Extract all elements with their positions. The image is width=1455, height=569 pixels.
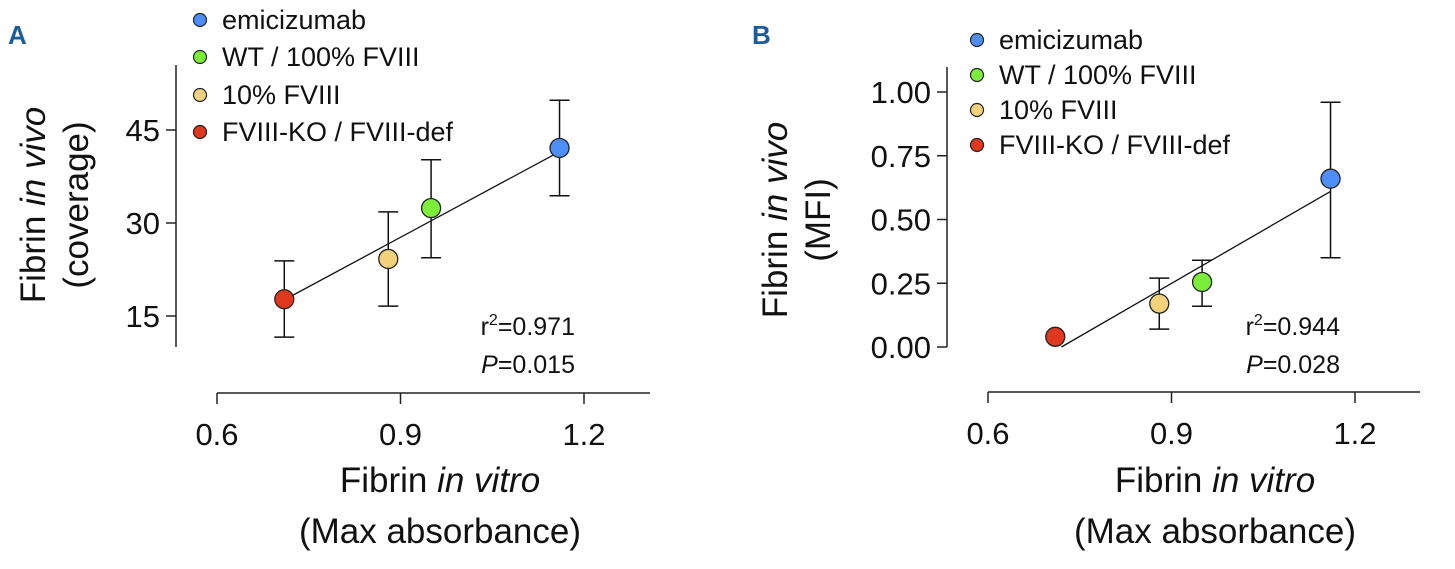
- y-axis-label-italic: in vivo: [14, 107, 53, 206]
- legend-marker: [969, 67, 985, 83]
- data-point: [420, 197, 442, 219]
- r-label: r: [1246, 313, 1254, 341]
- y-axis-label-line2: (coverage): [57, 121, 96, 288]
- data-point: [378, 248, 399, 270]
- x-tick-label: 0.9: [1150, 416, 1193, 451]
- r-label: r: [481, 313, 489, 341]
- fit-line: [283, 151, 560, 301]
- legend-label: 10% FVIII: [999, 95, 1118, 125]
- x-tick-label: 0.9: [379, 417, 422, 452]
- y-axis-label: Fibrin in vivo: [14, 107, 53, 303]
- y-axis-label-text: Fibrin: [756, 221, 795, 318]
- legend-label: WT / 100% FVIII: [222, 42, 420, 72]
- legend-marker: [192, 124, 208, 140]
- y-tick-label: 1.00: [871, 75, 931, 110]
- p-label: P: [481, 351, 498, 379]
- p-value: =0.015: [498, 351, 575, 379]
- legend-label: emicizumab: [999, 25, 1143, 55]
- y-axis-label-line2: (MFI): [799, 178, 838, 262]
- panel-letter: B: [752, 20, 771, 50]
- legend-label: WT / 100% FVIII: [999, 60, 1197, 90]
- y-tick-label: 0.50: [871, 203, 931, 238]
- y-axis-label: Fibrin in vivo: [756, 122, 795, 318]
- legend-label: FVIII-KO / FVIII-def: [999, 130, 1231, 160]
- x-axis-label-line2: (Max absorbance): [299, 512, 581, 551]
- legend-marker: [969, 137, 985, 153]
- legend-label: FVIII-KO / FVIII-def: [222, 117, 454, 147]
- x-tick-label: 1.2: [562, 417, 605, 452]
- legend-marker: [192, 87, 208, 103]
- legend-label: 10% FVIII: [222, 80, 341, 110]
- r-value: =0.971: [498, 313, 575, 341]
- x-axis-label: Fibrin in vitro: [340, 461, 540, 500]
- data-point: [1149, 293, 1170, 314]
- x-axis-label: Fibrin in vitro: [1115, 461, 1315, 500]
- legend-marker: [192, 49, 208, 65]
- x-axis-label-italic: in vitro: [437, 461, 540, 500]
- x-tick-label: 1.2: [1333, 416, 1376, 451]
- y-tick-label: 0.00: [871, 330, 931, 365]
- r-value: =0.944: [1263, 313, 1340, 341]
- legend-marker: [192, 12, 208, 28]
- y-tick-label: 15: [126, 299, 160, 334]
- legend-label: emicizumab: [222, 5, 366, 35]
- y-axis-label-italic: in vivo: [756, 122, 795, 221]
- data-point: [1191, 271, 1213, 293]
- y-tick-label: 0.25: [871, 266, 931, 301]
- r-superscript: 2: [1254, 312, 1263, 329]
- x-axis-label-line2: (Max absorbance): [1074, 512, 1356, 551]
- panel-B: B 0.00 0.25 0.50 0.75 1.00 0.6 0.9 1.2 Fibrin in …: [752, 20, 1420, 551]
- x-axis-label-text: Fibrin: [340, 461, 437, 500]
- p-label: P: [1246, 351, 1263, 379]
- r-squared-annotation: r2=0.944: [1246, 312, 1340, 341]
- p-value-annotation: P=0.015: [481, 351, 575, 379]
- legend-marker: [969, 102, 985, 118]
- y-tick-label: 45: [126, 113, 160, 148]
- panel-A: A 15 30 45 0.6 0.9 1.2 Fibrin in vitro (Max abso…: [8, 5, 650, 551]
- data-point: [274, 289, 295, 310]
- data-point: [1320, 168, 1341, 189]
- y-tick-label: 30: [126, 206, 160, 241]
- x-axis-label-text: Fibrin: [1115, 461, 1212, 500]
- x-tick-label: 0.6: [195, 417, 238, 452]
- fit-line: [1061, 190, 1331, 348]
- data-point: [1045, 326, 1066, 347]
- panel-letter: A: [8, 20, 27, 50]
- r-superscript: 2: [489, 312, 498, 329]
- r-squared-annotation: r2=0.971: [481, 312, 575, 341]
- data-point: [549, 137, 570, 159]
- y-axis-label-text: Fibrin: [14, 206, 53, 303]
- legend-marker: [969, 32, 985, 48]
- p-value-annotation: P=0.028: [1246, 351, 1340, 379]
- x-tick-label: 0.6: [966, 416, 1009, 451]
- p-value: =0.028: [1263, 351, 1340, 379]
- y-tick-label: 0.75: [871, 139, 931, 174]
- x-axis-label-italic: in vitro: [1212, 461, 1315, 500]
